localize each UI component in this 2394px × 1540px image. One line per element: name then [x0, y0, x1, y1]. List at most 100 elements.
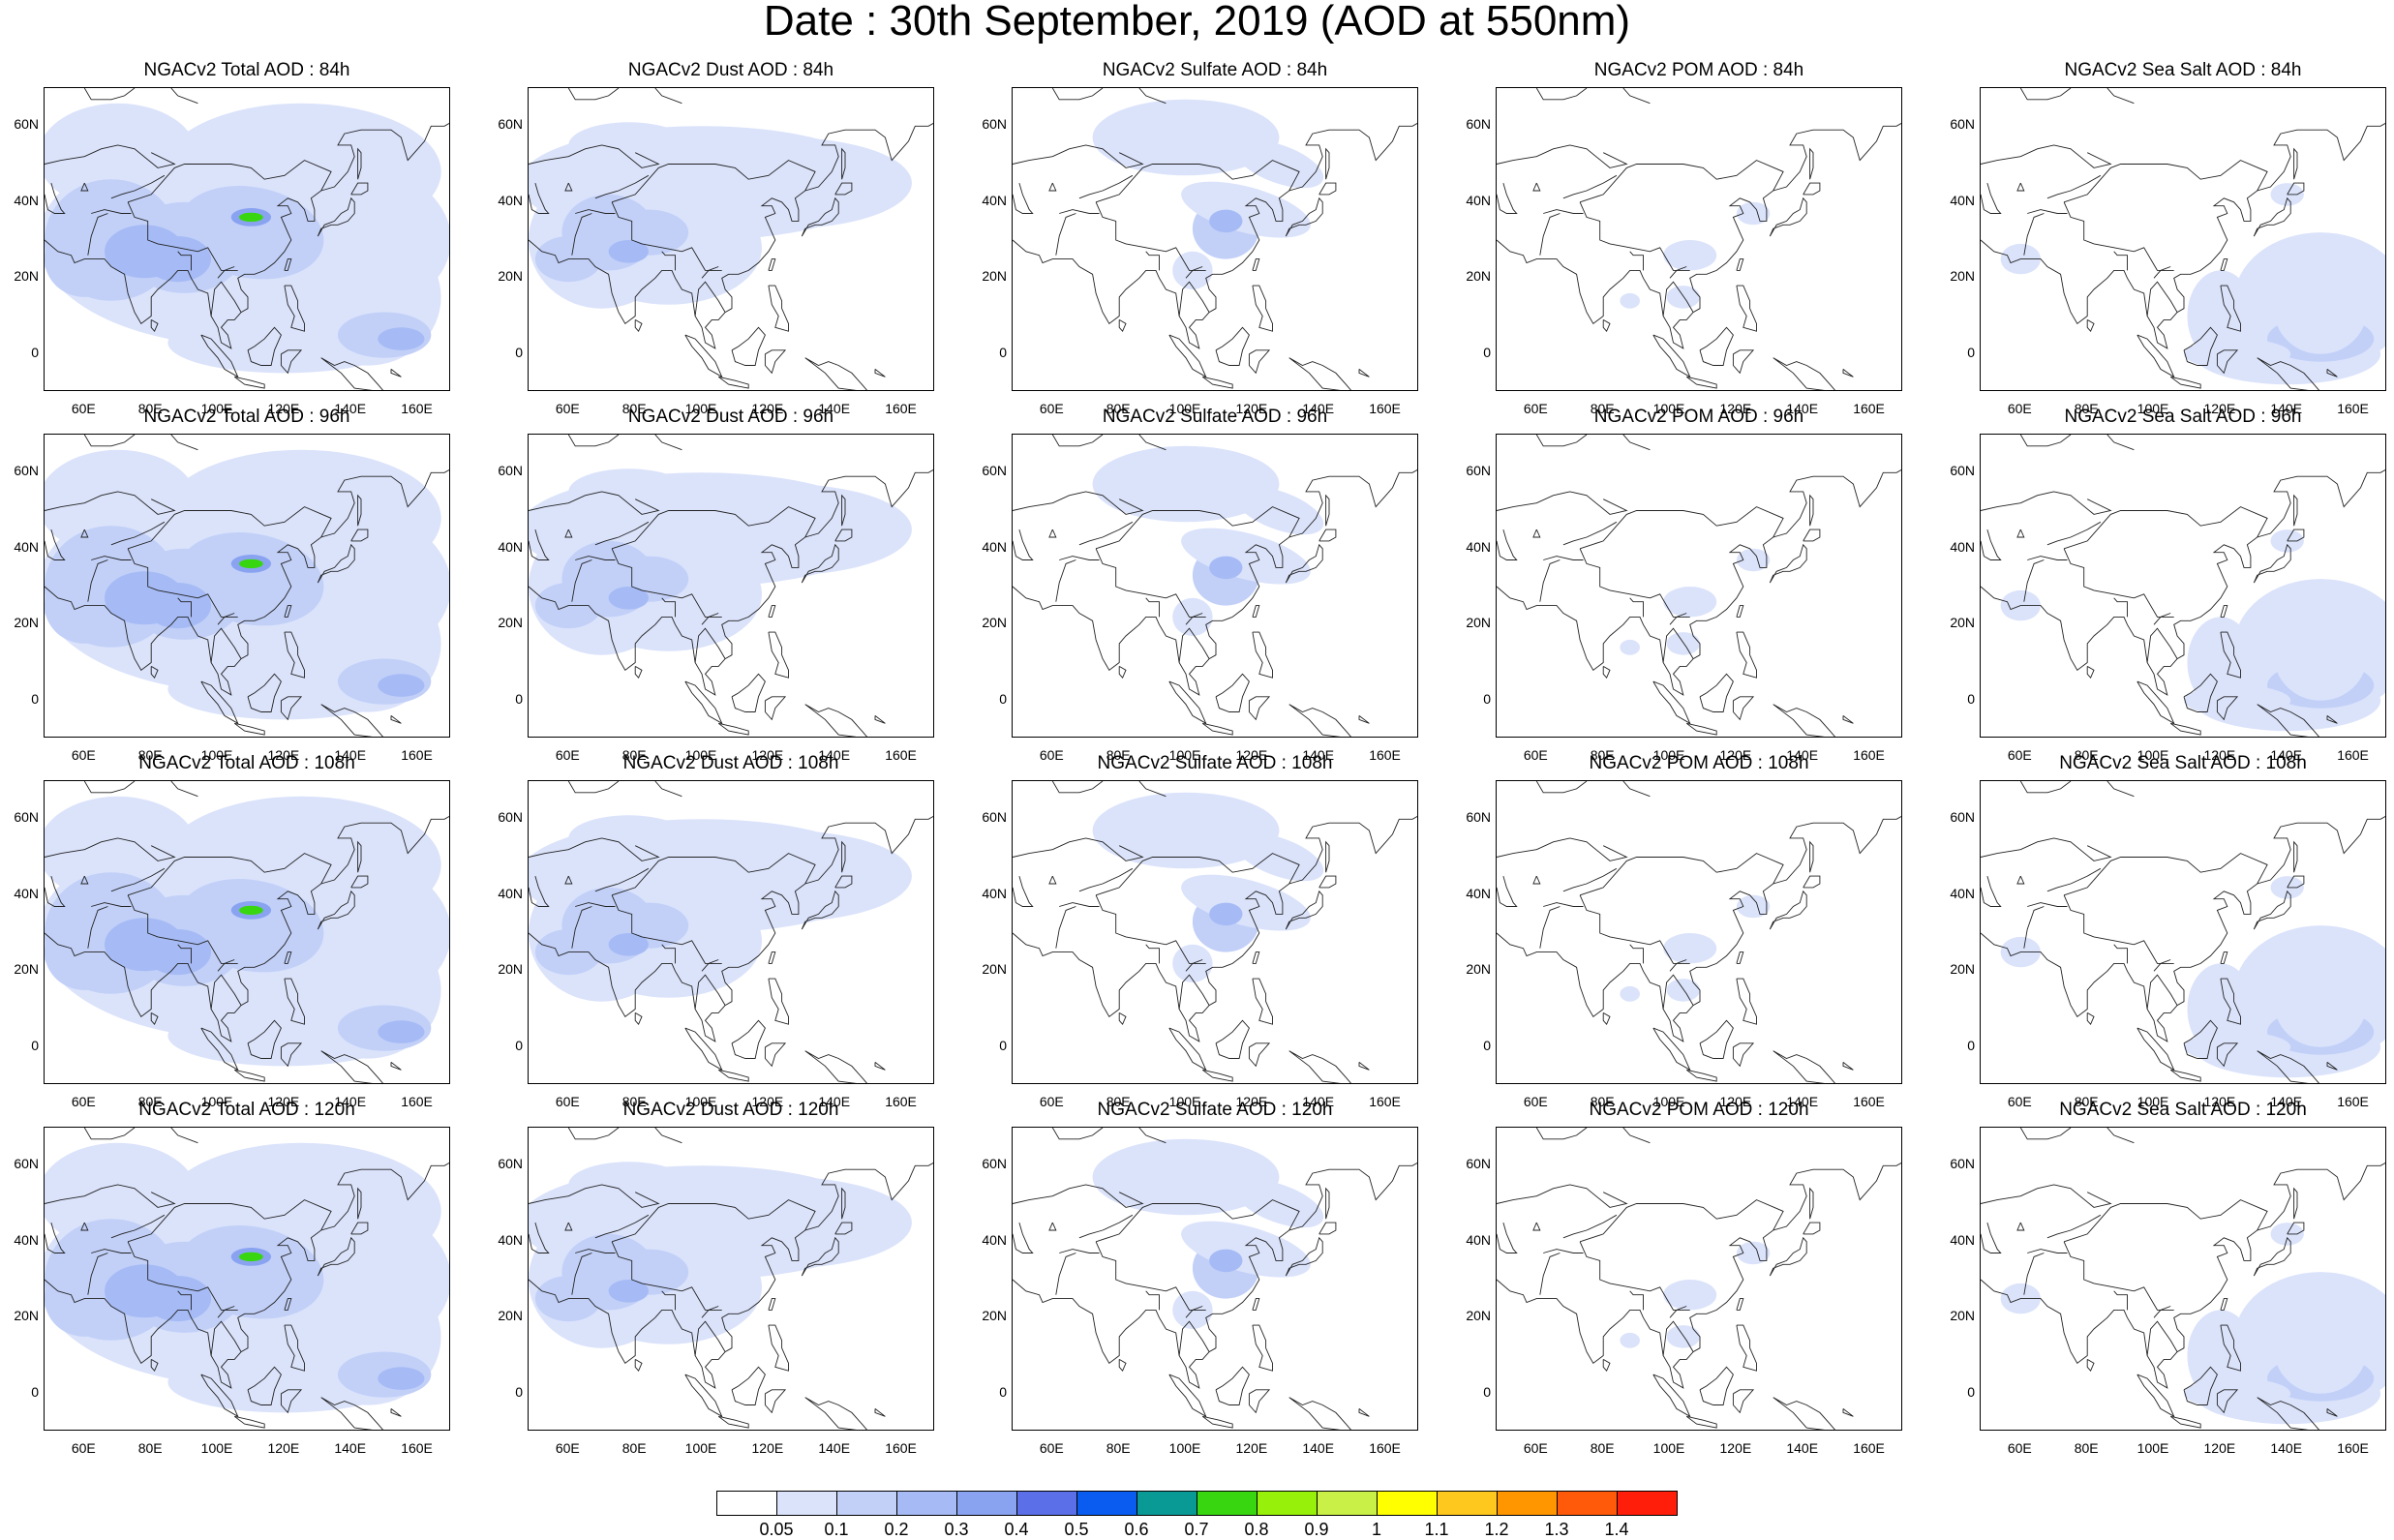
aod-plume	[1234, 139, 1324, 189]
colorbar-swatch	[1317, 1491, 1378, 1516]
aod-plume	[2273, 262, 2368, 354]
coastline	[611, 506, 816, 550]
latitude-label: 20N	[498, 961, 523, 978]
panel-title: NGACv2 Sea Salt AOD : 96h	[2064, 407, 2302, 427]
latitude-label: 20N	[1950, 615, 1975, 631]
coastline	[2293, 147, 2298, 180]
latitude-label: 40N	[1466, 192, 1491, 208]
aod-plume	[2270, 876, 2304, 899]
coastline	[1842, 1408, 1854, 1417]
map-panel: NGACv2 Total AOD : 84h 60N 40N 20N 0 60E 80E 10…	[0, 56, 465, 428]
aod-plume	[1209, 1249, 1243, 1273]
aod-plume	[568, 468, 689, 515]
longitude-label: 120E	[751, 401, 784, 416]
coastline	[2146, 281, 2178, 317]
coastline	[1669, 1306, 1687, 1318]
longitude-label: 80E	[621, 1094, 647, 1109]
coastline	[575, 556, 616, 560]
coastline	[1579, 853, 1784, 896]
coastline	[529, 1162, 933, 1389]
coastline	[83, 781, 136, 794]
coastline	[1285, 196, 1323, 237]
coastline	[45, 1184, 176, 1208]
latitude-label: 60N	[1950, 1156, 1975, 1172]
longitude-label: 160E	[2337, 747, 2369, 763]
latitude-label: 20N	[982, 961, 1007, 978]
coastline	[841, 840, 846, 873]
latitude-label: 20N	[498, 268, 523, 285]
latitude-label: 20N	[498, 1308, 523, 1324]
coastline	[1051, 1128, 1104, 1140]
aod-map	[1497, 781, 1901, 1083]
longitude-label: 100E	[1168, 747, 1201, 763]
coastline	[280, 1389, 303, 1414]
coastline	[1497, 1222, 1518, 1253]
longitude-label: 80E	[1590, 1094, 1615, 1109]
latitude-label: 0	[1483, 690, 1491, 707]
longitude-label: 120E	[751, 1440, 784, 1456]
coastline	[2063, 853, 2268, 896]
longitude-label: 160E	[1369, 747, 1401, 763]
longitude-label: 160E	[1369, 1440, 1401, 1456]
longitude-label: 140E	[818, 401, 851, 416]
coastline	[217, 1306, 235, 1318]
coastline	[567, 88, 620, 101]
coastline	[2046, 867, 2102, 892]
coastline	[1358, 369, 1370, 377]
coastline	[45, 1222, 66, 1253]
coastline	[1185, 959, 1203, 972]
latitude-label: 60N	[982, 463, 1007, 479]
latitude-label: 40N	[1466, 1231, 1491, 1248]
coastline	[1535, 88, 1588, 101]
coastline	[1145, 251, 1160, 271]
longitude-label: 60E	[71, 401, 96, 416]
latitude-label: 0	[515, 344, 523, 360]
map-frame	[44, 780, 450, 1084]
coastline	[80, 1222, 89, 1231]
coastline	[694, 1320, 726, 1356]
coastline	[45, 122, 449, 349]
latitude-label: 0	[999, 1383, 1007, 1400]
coastline	[1138, 1128, 1167, 1144]
coastline	[200, 334, 239, 378]
latitude-label: 40N	[14, 885, 39, 901]
coastline	[768, 1324, 789, 1372]
aod-plume	[1666, 286, 1700, 309]
latitude-label: 20N	[14, 268, 39, 285]
panel-title: NGACv2 Dust AOD : 96h	[627, 407, 834, 427]
coastline	[1185, 1306, 1203, 1318]
coastline	[529, 122, 933, 349]
longitude-label: 140E	[818, 1094, 851, 1109]
coastline	[575, 209, 616, 214]
aod-plume	[239, 1252, 263, 1262]
coastline	[661, 1290, 676, 1311]
latitude-label: 20N	[1950, 268, 1975, 285]
coastline	[2169, 722, 2201, 736]
coastline	[2153, 613, 2171, 625]
longitude-label: 160E	[1853, 401, 1885, 416]
coastline	[2287, 182, 2305, 196]
coastline	[247, 1019, 282, 1059]
coastline	[804, 704, 867, 737]
coastline	[233, 1415, 265, 1429]
aod-plume	[2184, 685, 2291, 716]
coastline	[2220, 631, 2241, 679]
colorbar-label: 0.5	[1064, 1520, 1089, 1539]
map-panel: NGACv2 Dust AOD : 120h 60N 40N 20N 0 60E 80E 10…	[484, 1096, 949, 1467]
longitude-label: 60E	[71, 1094, 96, 1109]
coastline	[210, 627, 242, 663]
coastline	[150, 1012, 159, 1026]
aod-plume	[144, 929, 212, 976]
longitude-label: 120E	[1719, 1094, 1752, 1109]
coastline	[2023, 1253, 2045, 1295]
coastline	[2063, 201, 2174, 271]
coastline	[1288, 1050, 1351, 1083]
longitude-label: 160E	[885, 1094, 917, 1109]
longitude-label: 100E	[1652, 747, 1685, 763]
aod-plume	[1181, 528, 1311, 585]
aod-plume	[2187, 270, 2255, 362]
map-frame	[528, 1127, 934, 1431]
coastline	[1252, 1298, 1260, 1311]
aod-plume	[45, 1142, 198, 1250]
coastline	[1629, 597, 1644, 618]
